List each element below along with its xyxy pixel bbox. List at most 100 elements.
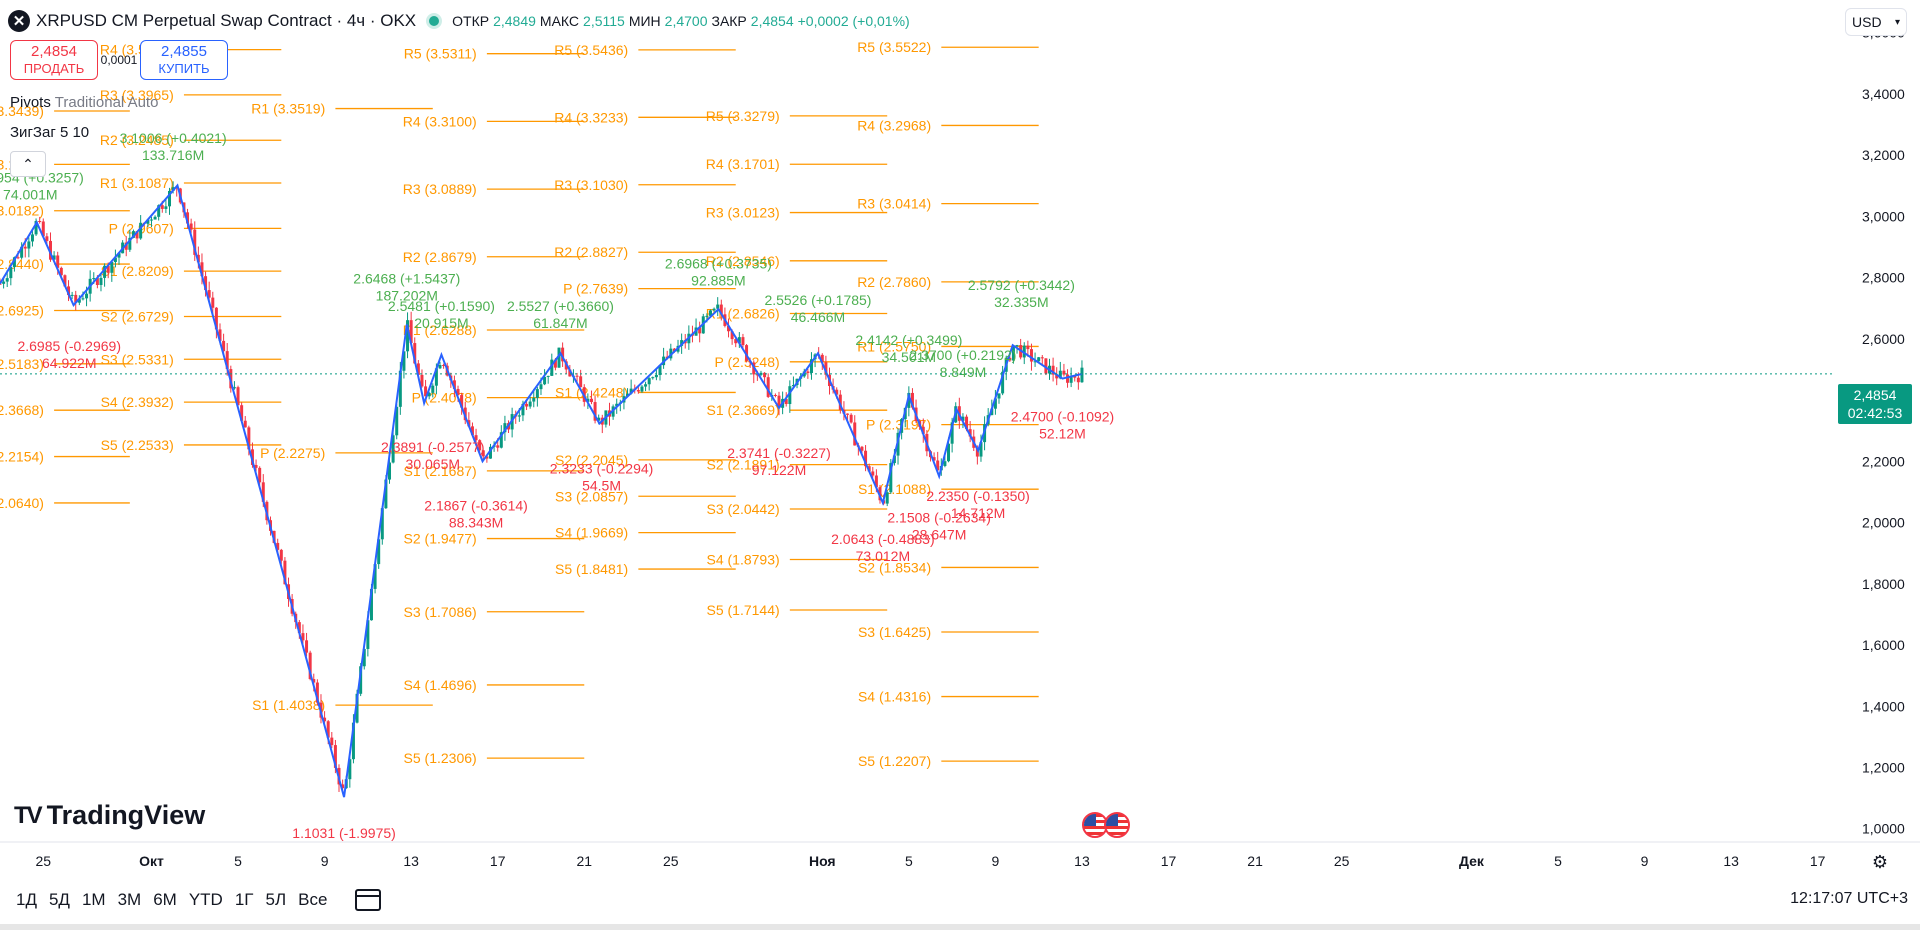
currency-label: USD: [1852, 14, 1882, 30]
sell-price: 2,4854: [31, 43, 77, 60]
range-button-4[interactable]: 6М: [153, 890, 177, 909]
time-tick-label: 5: [905, 853, 913, 869]
candle-body: [456, 388, 460, 396]
candle-body: [806, 371, 810, 373]
zigzag-polyline: [0, 183, 1083, 798]
range-button-3[interactable]: 3М: [117, 890, 142, 909]
time-tick-label: Окт: [139, 853, 164, 869]
candle-body: [626, 393, 630, 397]
pivot-level-label: S2 (2.2045): [555, 452, 628, 468]
swing-label: 2.6468 (+1.5437): [353, 271, 460, 287]
calendar-icon[interactable]: [355, 889, 382, 911]
range-button-1[interactable]: 5Д: [48, 890, 70, 909]
price-tick-label: 1,8000: [1862, 576, 1905, 592]
close-label: ЗАКР: [711, 13, 747, 29]
change-value: +0,0002 (+0,01%): [797, 13, 910, 29]
candle-body: [553, 359, 557, 368]
gear-icon[interactable]: ⚙: [1871, 851, 1889, 872]
price-tick-label: 1,4000: [1862, 698, 1905, 714]
candle-body: [362, 648, 366, 667]
candle-body: [1029, 349, 1033, 362]
time-tick-label: 25: [663, 853, 679, 869]
pivot-level-label: R2 (3.2485): [100, 132, 174, 148]
currency-select[interactable]: USD ▾: [1845, 8, 1907, 36]
candle-body: [885, 492, 889, 504]
economic-events[interactable]: [1082, 812, 1130, 838]
x-close-icon[interactable]: ✕: [8, 10, 30, 32]
horizontal-scrollbar[interactable]: [0, 924, 1920, 930]
sell-button[interactable]: 2,4854 ПРОДАТЬ: [10, 40, 98, 80]
candle-body: [680, 340, 684, 346]
candle-body: [615, 403, 619, 407]
zigzag-indicator-legend[interactable]: ЗигЗаг 5 10: [10, 124, 89, 141]
time-axis[interactable]: 25 Окт 5 9 13 17 21 25 Ноя 5 9 13 17 21 25 Дек 5 9 13 17: [35, 853, 1825, 869]
candle-body: [409, 320, 413, 344]
swing-volume-label: 46.466M: [791, 309, 845, 325]
candle-body: [5, 278, 9, 282]
range-button-6[interactable]: 1Г: [234, 890, 254, 909]
range-button-7[interactable]: 5Л: [265, 890, 287, 909]
candle-body: [1040, 357, 1044, 359]
high-value: 2,5115: [583, 13, 625, 29]
candle-body: [204, 276, 208, 291]
pivot-level-label: S3 (2.5331): [101, 351, 174, 367]
range-buttons: 1Д 5Д 1М 3М 6М YTD 1Г 5Л Все: [10, 890, 333, 910]
candle-body: [525, 403, 529, 407]
candle-body: [452, 380, 456, 389]
pivot-level-label: S5 (1.2207): [858, 753, 931, 769]
candle-body: [283, 560, 287, 585]
us-flag-icon[interactable]: [1082, 812, 1108, 838]
range-button-2[interactable]: 1М: [81, 890, 106, 909]
candle-body: [149, 219, 153, 221]
candle-body: [849, 414, 853, 423]
candle-body: [936, 460, 940, 471]
candle-body: [546, 375, 550, 377]
swing-volume-label: 61.847M: [533, 315, 587, 331]
time-tick-label: 17: [490, 853, 506, 869]
swing-label: 2.5527 (+0.3660): [507, 298, 614, 314]
time-tick-label: 5: [234, 853, 242, 869]
low-value: 2,4700: [664, 13, 708, 29]
candle-body: [92, 278, 96, 280]
candle-body: [579, 376, 583, 388]
pivot-level-label: P (2.7639): [563, 281, 628, 297]
candle-body: [160, 205, 164, 209]
candle-body: [416, 363, 420, 375]
collapse-legend-button[interactable]: ⌃: [10, 151, 46, 177]
candle-body: [669, 348, 673, 359]
swing-volume-label: 88.343M: [449, 514, 503, 530]
candle-body: [380, 508, 384, 540]
candle-body: [820, 354, 824, 363]
range-button-5[interactable]: YTD: [188, 890, 223, 909]
pivot-level-label: S4 (1.4696): [404, 677, 477, 693]
pivot-level-label: S4 (2.3932): [101, 394, 174, 410]
pivot-level-label: R4 (3.1701): [706, 156, 780, 172]
candle-body: [860, 446, 864, 451]
candle-body: [1051, 365, 1055, 375]
symbol-title[interactable]: XRPUSD CM Perpetual Swap Contract · 4ч ·…: [36, 11, 417, 30]
buy-button[interactable]: 2,4855 КУПИТЬ: [140, 40, 228, 80]
candle-body: [932, 457, 936, 461]
candle-body: [1076, 377, 1080, 383]
candle-body: [745, 345, 749, 361]
pivot-level-label: R4 (3.2968): [857, 117, 931, 133]
pivot-level-label: S1 (2.6925): [0, 302, 44, 318]
swing-volume-label: 52.12M: [1039, 425, 1086, 441]
candle-body: [301, 633, 305, 641]
candle-body: [824, 362, 828, 375]
candle-body: [907, 392, 911, 408]
tradingview-logo[interactable]: TV TradingView: [14, 800, 205, 831]
clock-display[interactable]: 12:17:07 UTC+3: [1790, 890, 1908, 907]
swing-label: 2.3700 (+0.2192): [909, 347, 1016, 363]
pivot-level-label: R3 (3.3965): [100, 87, 174, 103]
ohlc-legend: ОТКР 2,4849 МАКС 2,5115 МИН 2,4700 ЗАКР 2,48…: [452, 13, 910, 29]
range-button-0[interactable]: 1Д: [16, 890, 37, 909]
price-axis[interactable]: 3,60003,40003,20003,00002,80002,60002,40…: [1862, 25, 1905, 837]
pivots-indicator-legend[interactable]: Pivots Traditional Auto: [10, 94, 158, 111]
range-button-8[interactable]: Все: [298, 890, 328, 909]
swing-volume-label: 30.065M: [406, 456, 460, 472]
open-label: ОТКР: [452, 13, 490, 29]
spread-value: 0,0001: [100, 53, 138, 67]
us-flag-icon[interactable]: [1104, 812, 1130, 838]
